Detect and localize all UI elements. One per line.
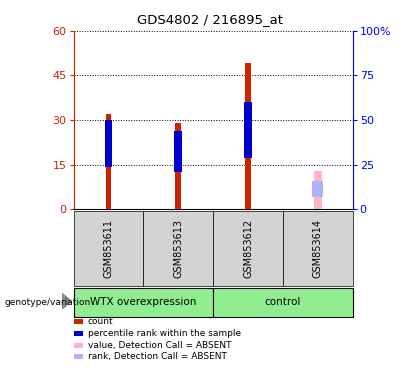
Text: GSM853614: GSM853614 bbox=[313, 219, 323, 278]
Text: count: count bbox=[88, 318, 113, 326]
Bar bbox=[174, 131, 182, 172]
Bar bbox=[312, 181, 323, 197]
Text: value, Detection Call = ABSENT: value, Detection Call = ABSENT bbox=[88, 341, 231, 349]
Bar bbox=[105, 120, 112, 167]
Bar bbox=[245, 63, 251, 209]
Bar bbox=[244, 102, 252, 158]
Text: genotype/variation: genotype/variation bbox=[4, 298, 90, 307]
Bar bbox=[314, 170, 322, 209]
Bar bbox=[176, 123, 181, 209]
Text: control: control bbox=[265, 297, 301, 308]
Text: GSM853613: GSM853613 bbox=[173, 219, 183, 278]
Text: GSM853612: GSM853612 bbox=[243, 219, 253, 278]
Text: percentile rank within the sample: percentile rank within the sample bbox=[88, 329, 241, 338]
Text: GDS4802 / 216895_at: GDS4802 / 216895_at bbox=[137, 13, 283, 26]
Text: rank, Detection Call = ABSENT: rank, Detection Call = ABSENT bbox=[88, 352, 227, 361]
Text: GSM853611: GSM853611 bbox=[103, 219, 113, 278]
Polygon shape bbox=[62, 294, 71, 309]
Text: WTX overexpression: WTX overexpression bbox=[90, 297, 197, 308]
Bar bbox=[105, 114, 111, 209]
